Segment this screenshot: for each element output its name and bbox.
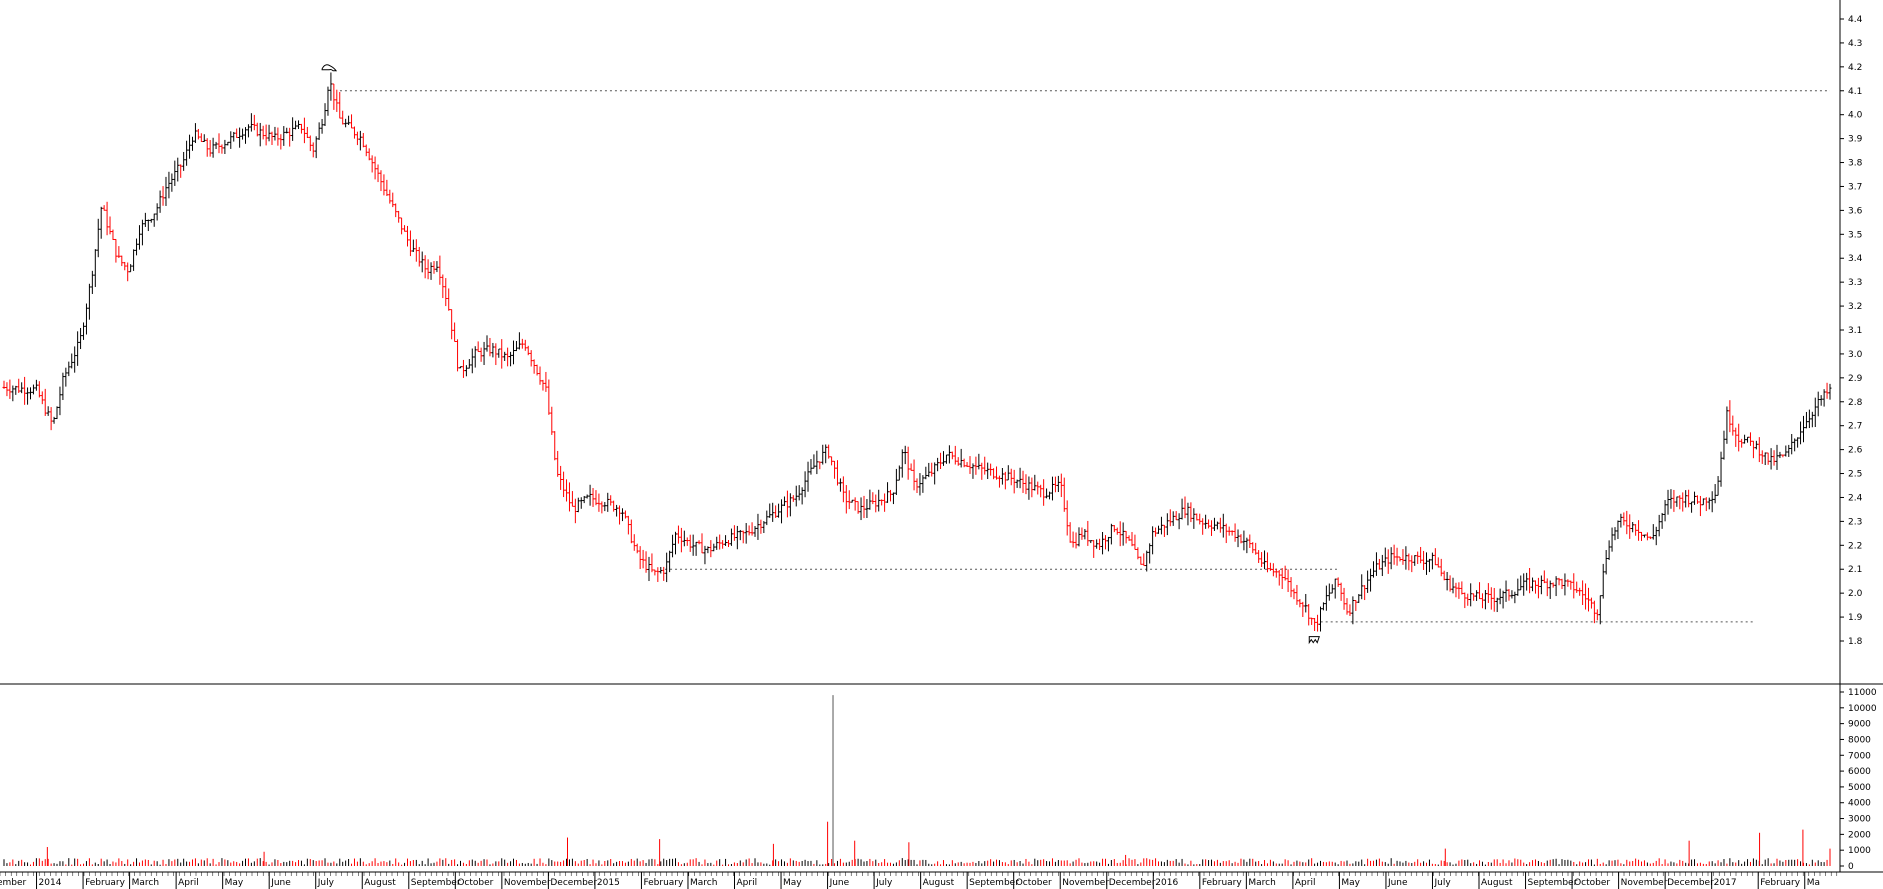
volume-tick-label: 3000 xyxy=(1848,815,1871,825)
x-month-label: March xyxy=(132,878,159,888)
volume-y-ticks: 0 1000 2000 3000 4000 5000 6000 7000 8000 9000 100… xyxy=(1840,688,1877,872)
x-month-label: September xyxy=(1528,878,1578,888)
price-tick-label: 4.1 xyxy=(1848,87,1862,97)
x-month-label: cember xyxy=(0,878,27,888)
x-month-label: November xyxy=(504,878,551,888)
volume-tick-label: 9000 xyxy=(1848,720,1871,730)
volume-tick-label: 1000 xyxy=(1848,846,1871,856)
x-month-label: May xyxy=(1341,878,1360,888)
volume-tick-label: 0 xyxy=(1848,862,1854,872)
x-month-label: March xyxy=(690,878,717,888)
x-month-label: June xyxy=(270,878,291,888)
price-tick-label: 2.1 xyxy=(1848,565,1862,575)
x-month-label: December xyxy=(550,878,597,888)
volume-tick-label: 7000 xyxy=(1848,751,1871,761)
x-month-label: February xyxy=(643,878,684,888)
price-tick-label: 4.4 xyxy=(1848,15,1863,25)
price-panel: 1.8 1.9 2.0 2.1 2.2 2.3 2.4 2.5 2.6 2.7 2.8 2.9 3.0 3… xyxy=(2,0,1863,684)
volume-tick-label: 4000 xyxy=(1848,799,1871,809)
x-axis: cember 2014 February March April May June July A… xyxy=(0,872,1838,889)
x-month-label: July xyxy=(317,878,335,888)
x-month-label: September xyxy=(969,878,1019,888)
price-tick-label: 4.2 xyxy=(1848,63,1862,73)
x-month-label: April xyxy=(737,878,758,888)
x-month-label: July xyxy=(875,878,893,888)
x-month-label: June xyxy=(1387,878,1408,888)
volume-tick-label: 5000 xyxy=(1848,783,1871,793)
price-bars xyxy=(2,72,1832,632)
price-tick-label: 4.3 xyxy=(1848,39,1862,49)
x-month-label: September xyxy=(411,878,461,888)
price-tick-label: 2.5 xyxy=(1848,470,1862,480)
x-month-label: May xyxy=(225,878,244,888)
x-month-label: October xyxy=(1574,878,1610,888)
price-tick-label: 3.2 xyxy=(1848,302,1862,312)
volume-tick-label: 6000 xyxy=(1848,767,1871,777)
x-month-label: October xyxy=(457,878,493,888)
price-tick-label: 2.8 xyxy=(1848,398,1863,408)
x-month-label: May xyxy=(783,878,802,888)
x-month-label: February xyxy=(1202,878,1243,888)
x-month-label: 2016 xyxy=(1155,878,1178,888)
volume-tick-label: 10000 xyxy=(1848,704,1877,714)
volume-panel: 0 1000 2000 3000 4000 5000 6000 7000 8000 9000 100… xyxy=(3,684,1877,872)
price-tick-label: 2.2 xyxy=(1848,541,1862,551)
price-tick-label: 3.9 xyxy=(1848,135,1863,145)
price-tick-label: 3.1 xyxy=(1848,326,1862,336)
volume-bars xyxy=(3,695,1831,866)
volume-tick-label: 8000 xyxy=(1848,735,1871,745)
x-month-label: March xyxy=(1248,878,1275,888)
x-month-label: December xyxy=(1667,878,1714,888)
x-month-label: 2015 xyxy=(597,878,620,888)
price-tick-label: 3.7 xyxy=(1848,182,1862,192)
price-tick-label: 2.7 xyxy=(1848,422,1862,432)
x-month-label: August xyxy=(1481,878,1513,888)
x-month-label: April xyxy=(178,878,199,888)
price-tick-label: 3.6 xyxy=(1848,206,1863,216)
volume-tick-label: 2000 xyxy=(1848,830,1871,840)
price-tick-label: 2.3 xyxy=(1848,517,1862,527)
reference-lines xyxy=(339,90,1830,623)
x-month-label: November xyxy=(1062,878,1109,888)
price-tick-label: 4.0 xyxy=(1848,111,1863,121)
trough-marker-icon xyxy=(1308,636,1320,645)
x-month-label: October xyxy=(1016,878,1052,888)
peak-marker-icon xyxy=(321,64,338,72)
price-tick-label: 2.0 xyxy=(1848,589,1863,599)
x-month-label: February xyxy=(85,878,126,888)
x-month-label: April xyxy=(1295,878,1316,888)
x-month-label: August xyxy=(923,878,955,888)
peak-trough-markers xyxy=(321,64,1320,645)
x-month-label: 2017 xyxy=(1714,878,1737,888)
volume-tick-label: 11000 xyxy=(1848,688,1877,698)
x-month-label: November xyxy=(1621,878,1668,888)
price-tick-label: 2.4 xyxy=(1848,493,1863,503)
price-tick-label: 1.8 xyxy=(1848,637,1863,647)
price-tick-label: 3.4 xyxy=(1848,254,1863,264)
price-tick-label: 3.0 xyxy=(1848,350,1863,360)
x-month-label: 2014 xyxy=(39,878,62,888)
price-tick-label: 1.9 xyxy=(1848,613,1863,623)
x-month-label: August xyxy=(364,878,396,888)
x-month-label: December xyxy=(1109,878,1156,888)
price-y-ticks: 1.8 1.9 2.0 2.1 2.2 2.3 2.4 2.5 2.6 2.7 2.8 2.9 3.0 3… xyxy=(1840,15,1863,647)
price-tick-label: 3.8 xyxy=(1848,159,1863,169)
price-tick-label: 2.6 xyxy=(1848,446,1863,456)
price-tick-label: 3.5 xyxy=(1848,230,1862,240)
x-month-label: February xyxy=(1760,878,1801,888)
price-tick-label: 2.9 xyxy=(1848,374,1863,384)
x-month-label: July xyxy=(1433,878,1451,888)
x-month-label: Ma xyxy=(1807,878,1820,888)
x-month-label: June xyxy=(829,878,850,888)
price-tick-label: 3.3 xyxy=(1848,278,1862,288)
